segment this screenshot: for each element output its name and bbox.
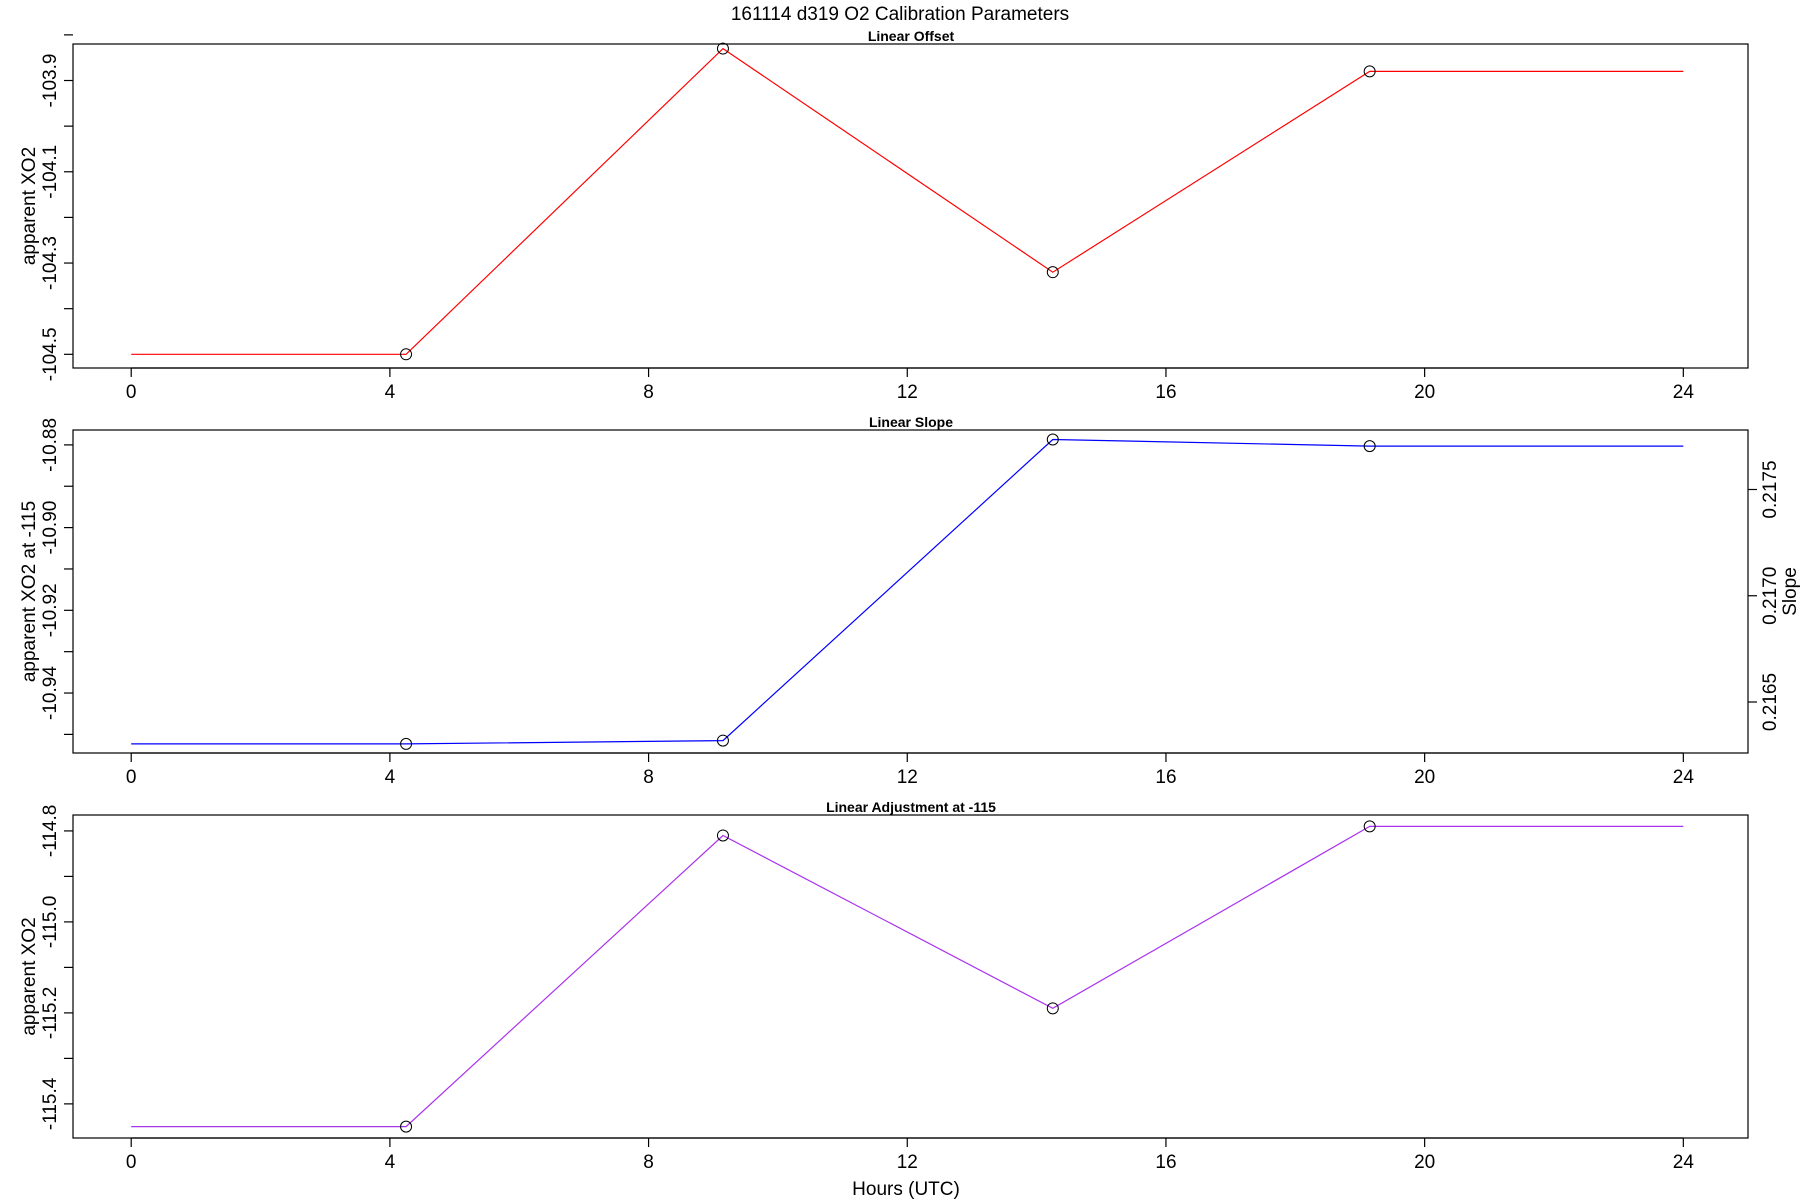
plot-frame-3 bbox=[72, 814, 1749, 1139]
y-axis-label: apparent XO2 bbox=[19, 917, 40, 1035]
data-point bbox=[1363, 440, 1376, 453]
data-point bbox=[1046, 266, 1059, 279]
data-point bbox=[1046, 433, 1059, 446]
x-axis-label: Hours (UTC) bbox=[852, 1179, 960, 1200]
x-tick-label: 12 bbox=[897, 767, 918, 788]
y-tick-label: -10.90 bbox=[40, 501, 61, 555]
data-point bbox=[400, 737, 413, 750]
data-point bbox=[716, 829, 729, 842]
data-point bbox=[1363, 820, 1376, 833]
y2-tick-label: 0.2170 bbox=[1760, 567, 1781, 625]
x-tick-label: 8 bbox=[643, 382, 654, 403]
y-tick-label: -10.94 bbox=[40, 666, 61, 720]
x-tick-label: 20 bbox=[1414, 1152, 1435, 1173]
plot-frame-1 bbox=[72, 43, 1749, 369]
data-point bbox=[400, 348, 413, 361]
x-tick-label: 8 bbox=[643, 767, 654, 788]
x-tick-label: 20 bbox=[1414, 767, 1435, 788]
y-tick-label: -115.0 bbox=[40, 896, 61, 948]
y-tick-label: -115.4 bbox=[40, 1077, 61, 1130]
data-point bbox=[716, 42, 729, 55]
x-tick-label: 24 bbox=[1673, 382, 1695, 403]
series-line bbox=[131, 825, 1684, 1128]
panel-title: Linear Adjustment at -115 bbox=[826, 799, 996, 815]
x-tick-label: 4 bbox=[385, 1152, 396, 1173]
x-tick-label: 4 bbox=[385, 767, 396, 788]
series-line bbox=[131, 47, 1684, 355]
y-tick-label: -10.92 bbox=[40, 583, 61, 637]
y-axis-label: apparent XO2 at -115 bbox=[19, 501, 40, 682]
x-tick-label: 24 bbox=[1673, 767, 1695, 788]
y-axis-label: apparent XO2 bbox=[19, 147, 40, 265]
x-tick-label: 16 bbox=[1155, 1152, 1176, 1173]
x-tick-label: 12 bbox=[897, 382, 918, 403]
x-tick-label: 0 bbox=[126, 382, 137, 403]
data-point bbox=[400, 1120, 413, 1133]
y-tick-label: -115.2 bbox=[40, 987, 61, 1039]
x-tick-label: 0 bbox=[126, 767, 137, 788]
panel-title: Linear Slope bbox=[869, 414, 953, 430]
x-tick-label: 12 bbox=[897, 1152, 918, 1173]
y-tick-label: -104.3 bbox=[40, 236, 61, 290]
x-tick-label: 16 bbox=[1155, 382, 1176, 403]
panel-title: Linear Offset bbox=[868, 28, 955, 44]
x-tick-label: 4 bbox=[385, 382, 396, 403]
y2-tick-label: 0.2175 bbox=[1760, 460, 1781, 518]
y-tick-label: -114.8 bbox=[40, 805, 61, 857]
data-point bbox=[1363, 65, 1376, 78]
data-point bbox=[1046, 1002, 1059, 1015]
x-tick-label: 0 bbox=[126, 1152, 137, 1173]
y-tick-label: -103.9 bbox=[40, 54, 61, 108]
y-tick-label: -104.5 bbox=[40, 327, 61, 381]
x-tick-label: 8 bbox=[643, 1152, 654, 1173]
y-tick-label: -10.88 bbox=[40, 418, 61, 472]
y-tick-label: -104.1 bbox=[40, 145, 61, 199]
chart-title: 161114 d319 O2 Calibration Parameters bbox=[731, 4, 1069, 25]
x-tick-label: 20 bbox=[1414, 382, 1435, 403]
plot-frame-2 bbox=[72, 429, 1749, 754]
data-point bbox=[716, 734, 729, 747]
series-line bbox=[131, 438, 1684, 745]
y2-axis-label: Slope bbox=[1780, 567, 1800, 616]
y2-tick-label: 0.2165 bbox=[1760, 673, 1781, 731]
x-tick-label: 24 bbox=[1673, 1152, 1695, 1173]
x-tick-label: 16 bbox=[1155, 767, 1176, 788]
